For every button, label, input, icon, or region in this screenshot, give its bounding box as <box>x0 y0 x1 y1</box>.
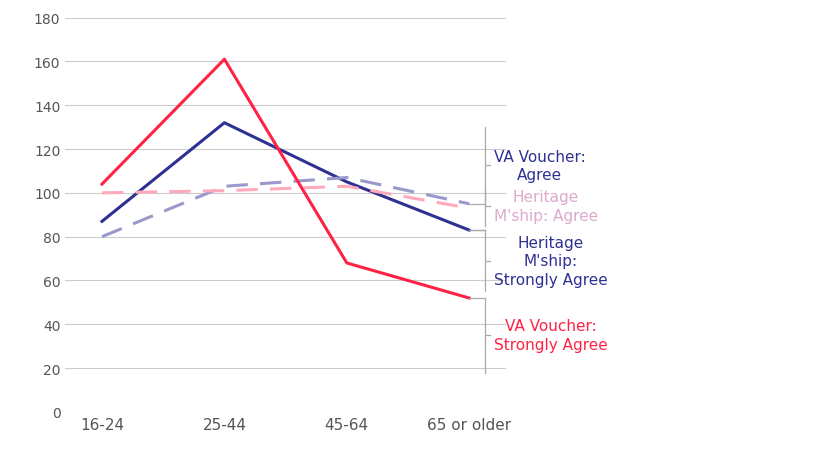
Text: VA Voucher:
Strongly Agree: VA Voucher: Strongly Agree <box>494 319 607 352</box>
Text: VA Voucher:
Agree: VA Voucher: Agree <box>494 150 585 183</box>
Text: Heritage
M'ship: Agree: Heritage M'ship: Agree <box>494 190 598 223</box>
Text: Heritage
M'ship:
Strongly Agree: Heritage M'ship: Strongly Agree <box>494 235 607 287</box>
